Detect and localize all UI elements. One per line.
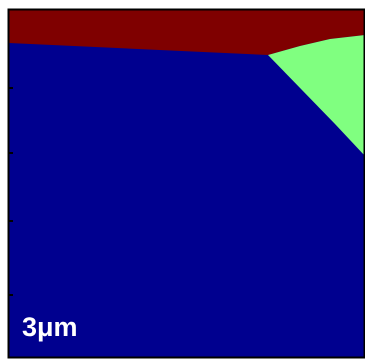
- scale-label: 3μm: [22, 312, 78, 342]
- micrograph: 3μm: [0, 0, 365, 364]
- page: {"scale_bar": {"label": "3μm"}} 3μm (() …: [0, 0, 365, 364]
